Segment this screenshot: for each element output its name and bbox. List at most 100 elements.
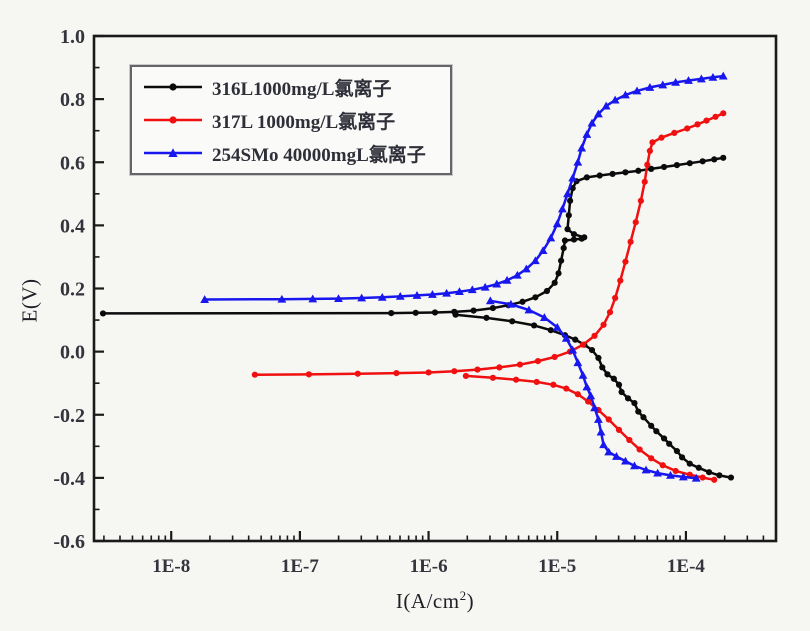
series-0-marker — [648, 165, 655, 172]
series-1-marker — [462, 372, 469, 380]
series-0-marker — [530, 322, 538, 329]
series-2-marker — [442, 288, 451, 297]
series-0-marker — [583, 174, 590, 181]
series-0-marker — [640, 414, 647, 421]
series-0-anodic-line — [101, 156, 725, 315]
series-1-marker — [622, 258, 629, 265]
y-tick-label: 1.0 — [60, 26, 85, 48]
series-0-marker — [660, 435, 668, 442]
x-tick-label: 1E-5 — [538, 556, 576, 577]
series-2-marker — [377, 292, 387, 301]
series-0-marker — [720, 154, 727, 161]
series-0-marker — [653, 428, 660, 435]
series-0-marker — [727, 474, 735, 481]
series-1-marker — [711, 476, 718, 483]
series-1-marker — [703, 117, 710, 124]
x-axis-title-close: ) — [466, 589, 475, 613]
series-0-marker — [716, 472, 723, 479]
series-1-marker — [712, 113, 719, 120]
series-2-marker — [200, 295, 210, 303]
series-2-marker — [590, 403, 599, 412]
legend-item-254smo: 254SMo 40000mgL氯离子 — [142, 138, 444, 168]
series-2-marker — [587, 118, 597, 127]
series-1-marker — [699, 474, 706, 481]
series-0-marker — [609, 170, 616, 178]
series-1-marker — [612, 294, 619, 302]
series-2-marker — [708, 72, 718, 81]
series-1-marker — [649, 139, 656, 146]
series-0-marker — [618, 388, 625, 396]
series-0-marker — [452, 311, 459, 318]
series-1-marker — [615, 426, 623, 433]
series-1-marker — [305, 371, 312, 378]
series-0-marker — [388, 310, 395, 317]
series-2-marker — [568, 345, 578, 354]
series-2-anodic-line — [203, 74, 725, 301]
series-2-marker — [594, 109, 603, 118]
series-1-marker — [574, 391, 581, 398]
series-0-marker — [489, 304, 497, 312]
series-0-marker — [615, 381, 623, 388]
series-1-marker — [591, 332, 598, 339]
series-2-marker — [678, 472, 688, 481]
series-0-marker — [551, 279, 558, 286]
series-2-marker — [621, 456, 630, 465]
series-1-marker — [626, 436, 633, 444]
series-1-marker — [550, 381, 557, 388]
series-2-marker — [492, 279, 502, 288]
series-1-marker — [489, 374, 497, 381]
series-2-marker — [586, 391, 596, 400]
series-2-marker — [658, 80, 668, 89]
series-2-marker — [630, 461, 639, 470]
y-tick-label: 0.0 — [60, 342, 85, 364]
series-0-marker — [567, 197, 574, 204]
series-2-marker — [604, 447, 614, 456]
series-2-marker — [552, 219, 562, 228]
series-0-marker — [483, 314, 490, 321]
legend-line-sample-254smo — [144, 148, 202, 157]
series-0-marker — [596, 172, 603, 179]
series-1-marker — [636, 446, 643, 453]
series-2-marker — [578, 370, 588, 379]
series-0-marker — [509, 318, 516, 325]
series-0-marker — [431, 309, 439, 316]
series-1-marker — [496, 364, 503, 371]
series-2-marker — [552, 322, 562, 331]
series-2-marker — [308, 294, 318, 303]
x-axis-title-base: I(A/cm — [395, 589, 460, 613]
series-1-marker — [451, 368, 458, 375]
series-1-marker — [672, 467, 679, 475]
series-1-marker — [659, 462, 666, 469]
legend-label-317l: 317L 1000mg/L氯离子 — [212, 111, 396, 133]
series-0-marker — [686, 160, 693, 167]
series-1-marker — [579, 341, 587, 348]
series-1-marker — [632, 219, 639, 226]
series-1-marker — [534, 357, 542, 365]
series-1-marker — [516, 361, 524, 368]
series-1-marker — [533, 378, 540, 386]
series-2-cathodic-line — [489, 299, 698, 480]
y-axis-title: E(V) — [17, 278, 42, 323]
series-0-marker — [635, 167, 642, 174]
series-2-marker — [573, 358, 583, 367]
series-0-marker — [581, 234, 588, 241]
series-0-marker — [648, 422, 655, 429]
series-0-marker — [673, 447, 681, 455]
series-1-marker — [648, 455, 655, 462]
series-1-marker — [637, 197, 644, 204]
series-2-marker — [691, 473, 701, 482]
y-tick-label: -0.2 — [53, 405, 85, 427]
series-0-marker — [560, 245, 567, 252]
series-1-marker — [605, 416, 612, 423]
x-tick-label: 1E-8 — [152, 556, 190, 577]
series-2-marker — [577, 143, 587, 152]
y-tick-label: 0.6 — [60, 152, 85, 174]
series-2-marker — [718, 71, 728, 80]
series-2-marker — [599, 440, 608, 449]
legend-box: 316L1000mg/L氯离子 317L 1000mg/L氯离子 254SMo … — [130, 65, 452, 175]
series-2-marker — [582, 130, 592, 138]
series-2-marker — [395, 291, 405, 300]
series-0-marker — [470, 307, 477, 314]
series-1-marker — [606, 309, 614, 316]
series-1-marker — [720, 110, 727, 117]
